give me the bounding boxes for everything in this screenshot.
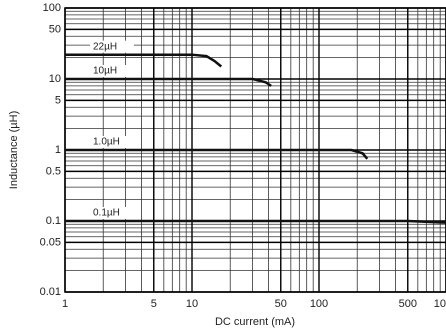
x-tick-label: 10 — [186, 298, 198, 310]
x-axis-title: DC current (mA) — [215, 316, 295, 328]
series-label: 1.0µH — [93, 137, 120, 148]
y-axis-title: Inductance (µH) — [8, 111, 20, 189]
series-label-bg — [90, 207, 134, 219]
x-tick-label: 50 — [275, 298, 287, 310]
y-tick-label: 0.1 — [46, 215, 61, 227]
y-tick-label: 100 — [43, 2, 61, 14]
x-tick-label: 1000 — [434, 298, 446, 310]
series-label-bg — [90, 40, 134, 53]
y-tick-label: 1 — [55, 144, 61, 156]
series-label-bg — [90, 136, 134, 148]
x-tick-label: 100 — [310, 298, 328, 310]
series-label: 10µH — [93, 66, 117, 77]
series-label-bg — [90, 65, 134, 77]
series-label: 0.1µH — [93, 208, 120, 219]
y-tick-label: 5 — [55, 94, 61, 106]
y-tick-label: 0.05 — [40, 236, 61, 248]
y-tick-label: 0.01 — [40, 286, 61, 298]
series-line — [65, 219, 446, 224]
y-tick-label: 10 — [49, 73, 61, 85]
series-line — [65, 77, 272, 87]
x-tick-label: 1 — [62, 298, 68, 310]
series-label: 22µH — [93, 41, 117, 52]
y-tick-label: 0.5 — [46, 165, 61, 177]
x-tick-label: 5 — [151, 298, 157, 310]
series-line — [65, 148, 369, 160]
x-tick-label: 500 — [399, 298, 417, 310]
y-tick-label: 50 — [49, 23, 61, 35]
series-line — [65, 53, 223, 68]
